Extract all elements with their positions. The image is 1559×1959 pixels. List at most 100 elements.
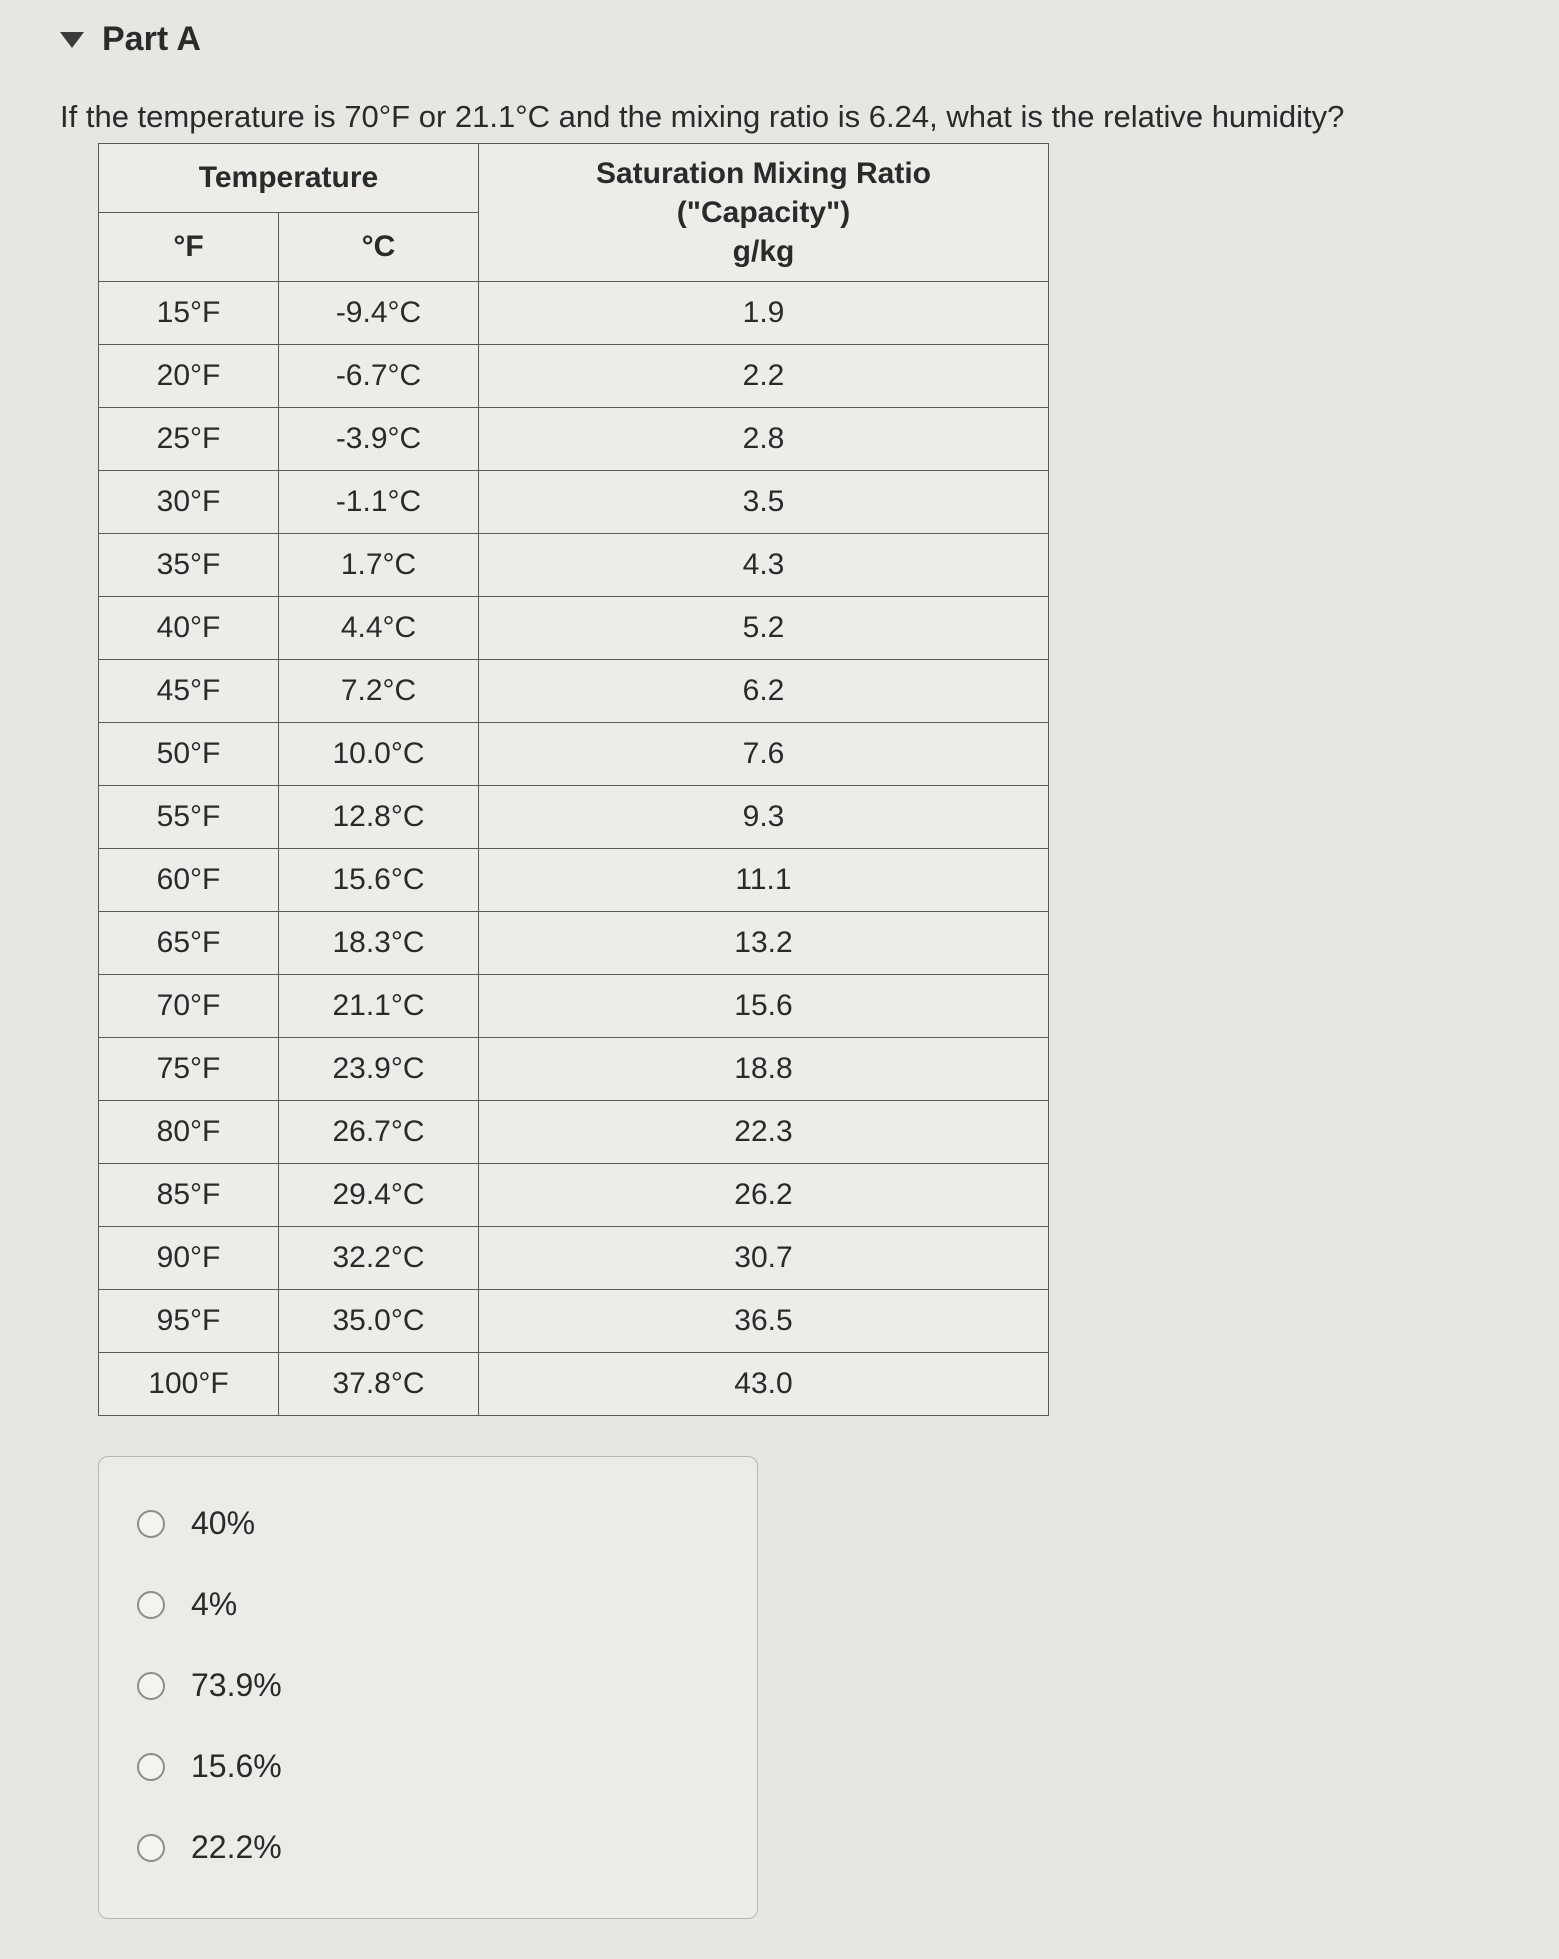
answer-option[interactable]: 73.9% — [129, 1645, 727, 1726]
cell-fahrenheit: 55°F — [99, 786, 279, 849]
table-row: 25°F-3.9°C2.8 — [99, 408, 1049, 471]
cell-mixing-ratio: 3.5 — [479, 471, 1049, 534]
table-row: 85°F29.4°C26.2 — [99, 1164, 1049, 1227]
cell-fahrenheit: 70°F — [99, 975, 279, 1038]
cell-fahrenheit: 80°F — [99, 1101, 279, 1164]
table-row: 65°F18.3°C13.2 — [99, 912, 1049, 975]
cell-mixing-ratio: 4.3 — [479, 534, 1049, 597]
cell-celsius: -6.7°C — [279, 345, 479, 408]
radio-icon[interactable] — [137, 1510, 165, 1538]
cell-celsius: -3.9°C — [279, 408, 479, 471]
cell-fahrenheit: 65°F — [99, 912, 279, 975]
cell-mixing-ratio: 18.8 — [479, 1038, 1049, 1101]
answer-label: 4% — [191, 1586, 237, 1623]
table-row: 80°F26.7°C22.3 — [99, 1101, 1049, 1164]
radio-icon[interactable] — [137, 1672, 165, 1700]
cell-fahrenheit: 85°F — [99, 1164, 279, 1227]
cell-fahrenheit: 50°F — [99, 723, 279, 786]
table-row: 60°F15.6°C11.1 — [99, 849, 1049, 912]
answer-label: 22.2% — [191, 1829, 282, 1866]
cell-celsius: -1.1°C — [279, 471, 479, 534]
cell-fahrenheit: 15°F — [99, 282, 279, 345]
cell-mixing-ratio: 15.6 — [479, 975, 1049, 1038]
table-row: 30°F-1.1°C3.5 — [99, 471, 1049, 534]
part-header[interactable]: Part A — [60, 20, 1499, 59]
table-row: 50°F10.0°C7.6 — [99, 723, 1049, 786]
cell-mixing-ratio: 36.5 — [479, 1290, 1049, 1353]
answer-option[interactable]: 40% — [129, 1483, 727, 1564]
page-container: Part A If the temperature is 70°F or 21.… — [0, 0, 1559, 1959]
cell-fahrenheit: 100°F — [99, 1353, 279, 1416]
cell-mixing-ratio: 11.1 — [479, 849, 1049, 912]
cell-fahrenheit: 75°F — [99, 1038, 279, 1101]
cell-celsius: 32.2°C — [279, 1227, 479, 1290]
cell-mixing-ratio: 30.7 — [479, 1227, 1049, 1290]
cell-fahrenheit: 30°F — [99, 471, 279, 534]
part-title: Part A — [102, 20, 201, 59]
cell-celsius: 15.6°C — [279, 849, 479, 912]
cell-fahrenheit: 90°F — [99, 1227, 279, 1290]
radio-icon[interactable] — [137, 1591, 165, 1619]
answer-label: 40% — [191, 1505, 255, 1542]
cell-celsius: 18.3°C — [279, 912, 479, 975]
cell-mixing-ratio: 2.2 — [479, 345, 1049, 408]
cell-mixing-ratio: 26.2 — [479, 1164, 1049, 1227]
radio-icon[interactable] — [137, 1834, 165, 1862]
cell-mixing-ratio: 7.6 — [479, 723, 1049, 786]
table-row: 100°F37.8°C43.0 — [99, 1353, 1049, 1416]
cell-celsius: 29.4°C — [279, 1164, 479, 1227]
cell-fahrenheit: 25°F — [99, 408, 279, 471]
cell-celsius: 37.8°C — [279, 1353, 479, 1416]
cell-fahrenheit: 95°F — [99, 1290, 279, 1353]
cell-fahrenheit: 45°F — [99, 660, 279, 723]
answer-option[interactable]: 4% — [129, 1564, 727, 1645]
cell-celsius: -9.4°C — [279, 282, 479, 345]
cell-mixing-ratio: 2.8 — [479, 408, 1049, 471]
answer-label: 73.9% — [191, 1667, 282, 1704]
radio-icon[interactable] — [137, 1753, 165, 1781]
cell-mixing-ratio: 43.0 — [479, 1353, 1049, 1416]
cell-celsius: 1.7°C — [279, 534, 479, 597]
mix-header-line3: g/kg — [487, 232, 1040, 271]
table-row: 55°F12.8°C9.3 — [99, 786, 1049, 849]
answer-option[interactable]: 15.6% — [129, 1726, 727, 1807]
table-row: 70°F21.1°C15.6 — [99, 975, 1049, 1038]
mix-header-line2: ("Capacity") — [487, 193, 1040, 232]
cell-celsius: 7.2°C — [279, 660, 479, 723]
cell-celsius: 4.4°C — [279, 597, 479, 660]
table-row: 40°F4.4°C5.2 — [99, 597, 1049, 660]
cell-fahrenheit: 20°F — [99, 345, 279, 408]
cell-mixing-ratio: 6.2 — [479, 660, 1049, 723]
answers-panel: 40% 4% 73.9% 15.6% 22.2% — [98, 1456, 758, 1919]
cell-celsius: 12.8°C — [279, 786, 479, 849]
cell-fahrenheit: 35°F — [99, 534, 279, 597]
cell-celsius: 35.0°C — [279, 1290, 479, 1353]
table-header-c: °C — [279, 213, 479, 282]
table-row: 15°F-9.4°C1.9 — [99, 282, 1049, 345]
table-row: 90°F32.2°C30.7 — [99, 1227, 1049, 1290]
cell-mixing-ratio: 22.3 — [479, 1101, 1049, 1164]
cell-fahrenheit: 60°F — [99, 849, 279, 912]
cell-celsius: 26.7°C — [279, 1101, 479, 1164]
table-row: 45°F7.2°C6.2 — [99, 660, 1049, 723]
cell-fahrenheit: 40°F — [99, 597, 279, 660]
saturation-table: Temperature Saturation Mixing Ratio ("Ca… — [98, 143, 1049, 1416]
table-header-f: °F — [99, 213, 279, 282]
table-row: 35°F1.7°C4.3 — [99, 534, 1049, 597]
table-header-temperature: Temperature — [99, 144, 479, 213]
table-row: 75°F23.9°C18.8 — [99, 1038, 1049, 1101]
cell-celsius: 10.0°C — [279, 723, 479, 786]
cell-celsius: 23.9°C — [279, 1038, 479, 1101]
caret-down-icon — [60, 32, 84, 48]
cell-mixing-ratio: 9.3 — [479, 786, 1049, 849]
question-text: If the temperature is 70°F or 21.1°C and… — [60, 99, 1499, 135]
answer-option[interactable]: 22.2% — [129, 1807, 727, 1888]
table-row: 20°F-6.7°C2.2 — [99, 345, 1049, 408]
cell-celsius: 21.1°C — [279, 975, 479, 1038]
cell-mixing-ratio: 1.9 — [479, 282, 1049, 345]
mix-header-line1: Saturation Mixing Ratio — [487, 154, 1040, 193]
table-row: 95°F35.0°C36.5 — [99, 1290, 1049, 1353]
answer-label: 15.6% — [191, 1748, 282, 1785]
cell-mixing-ratio: 5.2 — [479, 597, 1049, 660]
table-header-mixing: Saturation Mixing Ratio ("Capacity") g/k… — [479, 144, 1049, 282]
